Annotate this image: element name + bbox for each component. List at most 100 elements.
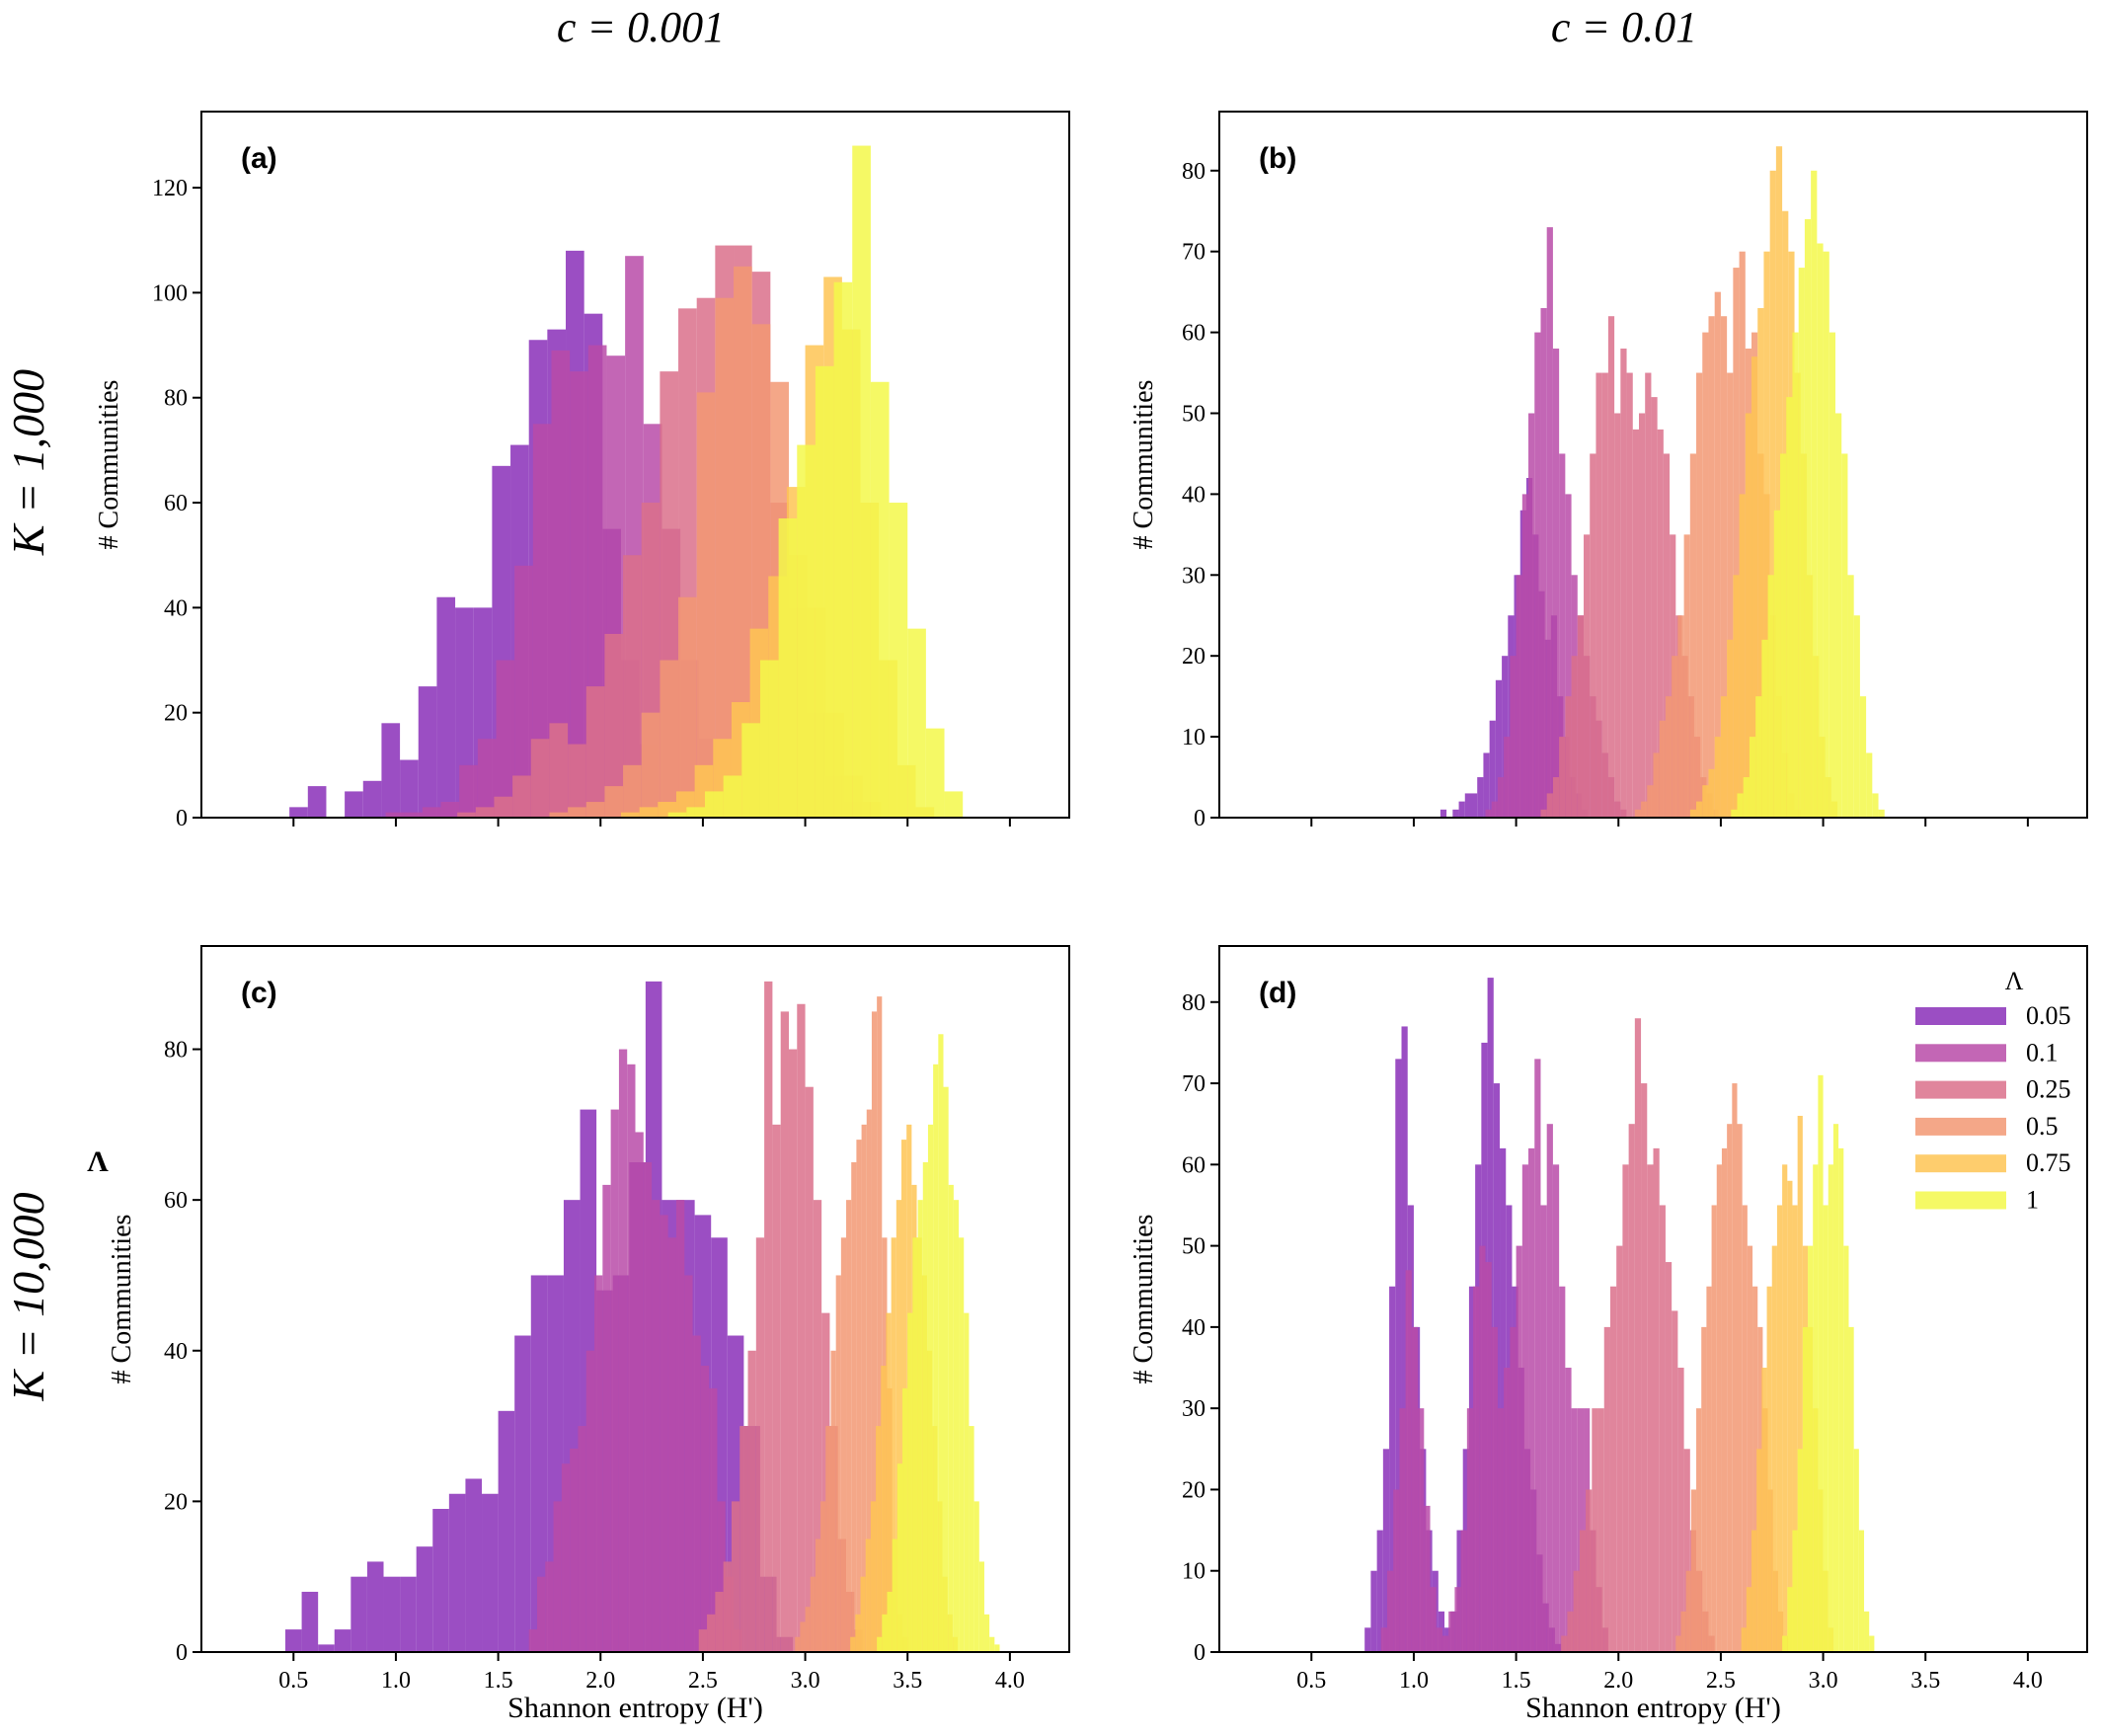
histogram-bar [723,775,742,818]
histogram-bar [1696,372,1703,818]
histogram-bar [1706,1286,1712,1652]
histogram-bar [1841,453,1848,818]
histogram-bar [851,1162,857,1652]
histogram-bar [1647,1164,1654,1652]
y-tick-label: 70 [1182,240,1206,266]
histogram-bar [623,555,642,818]
histogram-bar [1389,1286,1396,1652]
histogram-bar [1565,1368,1572,1652]
histogram-bar [917,1200,923,1652]
series-lambda-0.25 [1561,1018,1715,1652]
histogram-bar [1756,1449,1762,1652]
histogram-bar [1761,639,1768,818]
histogram-bar [1628,1124,1635,1652]
histogram-bar [1869,1635,1875,1652]
histogram-bar [1708,768,1715,818]
histogram-bar [604,633,624,818]
panel-label: (d) [1259,977,1296,1009]
histogram-bar [549,812,569,818]
histogram-bar [1864,1611,1870,1652]
histogram-bar [953,1200,960,1652]
histogram-bar [778,517,798,818]
row-title-k-1000: K = 1,000 [3,369,53,556]
series-lambda-0.25 [1540,316,1719,818]
histogram-bar [1782,1635,1788,1652]
histogram-bar [1440,809,1447,818]
histogram-bar [643,1162,653,1652]
histogram-bar [810,1576,816,1652]
histogram-bar [1747,1245,1753,1652]
y-tick-label: 60 [164,491,188,516]
legend-title: Λ [2005,967,2024,995]
histogram-bar [747,1350,756,1652]
histogram-bar [1609,1286,1617,1652]
histogram-bar [1823,251,1829,818]
panel-a: 0 20 40 60 80 100 120 (a) # Communities [94,111,1070,831]
panel-label: (c) [241,977,277,1009]
histogram-bar [1577,615,1585,818]
y-tick-label: 10 [1182,725,1206,750]
y-tick-label: 20 [1182,644,1206,670]
y-axis-label: # Communities [1128,380,1159,550]
histogram-bar [383,1576,401,1652]
histogram-bar [805,1607,811,1652]
histogram-bar [1436,1627,1442,1652]
histogram-bar [715,1591,724,1652]
histogram-bar [1680,1611,1686,1652]
histogram-bar [1510,1326,1517,1652]
histogram-bar [1792,1205,1798,1652]
histogram-bar [1401,1026,1408,1652]
histogram-bar [1775,146,1783,818]
panel-label: (a) [241,142,277,175]
x-tick-label: 2.5 [688,1668,718,1694]
histogram-bar [1516,1245,1522,1652]
legend-label: 0.1 [2026,1038,2059,1066]
histogram-bar [1561,1635,1568,1652]
histogram-bar [553,1501,562,1652]
histogram-bar [1677,615,1684,818]
panel-label: (b) [1259,142,1296,175]
y-tick-label: 0 [1194,1640,1206,1666]
histogram-bar [1659,1205,1666,1652]
y-tick-label: 20 [1182,1477,1206,1503]
histogram-bar [1622,1164,1629,1652]
histogram-bar [1614,413,1621,818]
legend-swatch [1915,1044,2006,1063]
histogram-bar [1516,575,1522,818]
histogram-bar [715,297,735,818]
histogram-bar [734,266,752,819]
y-axis-label: # Communities [107,1215,137,1384]
histogram-bar [877,1636,883,1652]
y-tick-label: 100 [152,280,188,306]
histogram-bar [1708,316,1715,818]
histogram-bar [568,744,586,818]
histogram-bar [568,807,586,818]
y-tick-label: 30 [1182,563,1206,589]
histogram-bar [870,1501,877,1652]
histogram-bar [1853,615,1860,818]
histogram-bar [536,1576,546,1652]
histogram-bar [731,1501,740,1652]
y-tick-label: 40 [1182,1315,1206,1341]
histogram-bar [933,1064,939,1652]
histogram-bar [1597,1408,1604,1652]
histogram-bar [800,1621,806,1652]
histogram-bar [813,1200,822,1652]
histogram-bar [551,350,571,818]
histogram-bar [815,365,834,818]
histogram-bar [1595,372,1602,818]
histogram-bar [512,775,531,818]
series-lambda-1 [667,145,964,819]
histogram-bar [1485,809,1492,818]
histogram-bar [1696,801,1703,818]
histogram-bar [1641,801,1648,818]
histogram-bar [907,1312,913,1652]
histogram-bar [1565,494,1572,818]
histogram-bar [477,739,497,818]
legend: Λ0.05 0.1 0.25 0.5 0.75 1 [1915,967,2071,1215]
histogram-bar [1741,1627,1747,1652]
series-lambda-1 [1731,170,1885,819]
histogram-bar [418,686,437,818]
histogram-bar [1823,1205,1829,1652]
histogram-bar [887,1591,893,1652]
